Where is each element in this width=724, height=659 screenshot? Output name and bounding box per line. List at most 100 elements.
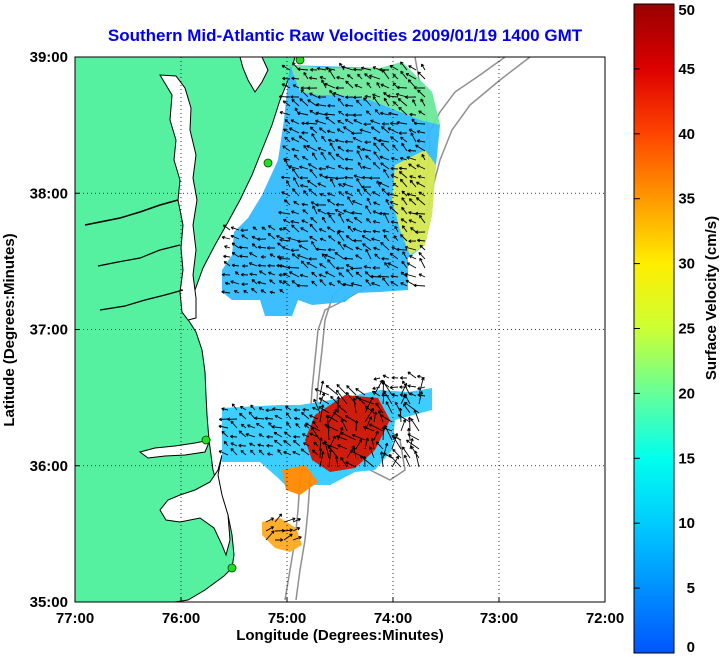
velocity-vector [319,75,327,80]
velocity-vector [234,271,240,276]
velocity-vector [401,225,408,233]
colorbar-tick-label: 20 [678,385,695,402]
velocity-vector [337,165,345,170]
x-tick-label: 77:00 [56,610,94,627]
velocity-vector [355,438,362,450]
velocity-vector [371,237,381,242]
velocity-vector [364,140,372,145]
velocity-vector [403,454,411,468]
velocity-vector [400,70,408,80]
velocity-vector [321,216,327,224]
velocity-vector [371,282,381,287]
velocity-vector [301,156,309,161]
velocity-vector [230,447,238,456]
rappahannock-river [97,244,181,267]
velocity-vector [231,252,240,258]
velocity-vector [257,280,267,285]
velocity-vector [380,414,393,423]
velocity-vector [361,235,372,242]
velocity-vector [415,144,426,152]
velocity-vector [309,414,319,420]
velocity-vector [293,200,300,206]
velocity-vector [258,433,265,438]
radar-site-marker [227,563,237,573]
velocity-vector [267,232,276,240]
velocity-vector [362,229,372,234]
pamlico-sound [159,454,231,557]
velocity-vector [326,226,336,233]
velocity-vector [293,416,301,421]
velocity-vector [413,409,420,423]
velocity-vector [278,210,291,215]
velocity-vector [329,89,336,98]
velocity-vector [363,122,372,127]
york-james-river [99,289,184,311]
velocity-vector [372,266,381,270]
velocity-vector [362,243,372,251]
radar-site-marker [263,158,273,168]
x-tick-label: 76:00 [162,610,200,627]
velocity-vector [293,434,301,439]
x-tick-label: 72:00 [586,610,624,627]
velocity-vector [223,440,229,447]
velocity-vector [405,439,420,450]
velocity-vector [345,80,354,89]
velocity-vector [330,178,336,188]
velocity-vector [353,119,363,125]
velocity-vector [355,388,366,396]
velocity-vector [345,218,354,224]
velocity-vector [332,92,345,98]
velocity-vector [373,201,381,206]
y-axis-label: Latitude (Degrees:Minutes) [1,233,18,426]
velocity-vector [318,228,327,233]
velocity-vector [311,271,318,278]
velocity-vector [309,168,318,179]
velocity-vector [354,84,363,89]
velocity-vector [338,272,345,278]
velocity-vector [320,151,327,161]
velocity-vector [351,200,363,206]
velocity-vector [378,181,390,188]
velocity-vector [400,61,408,71]
velocity-vector [258,449,265,456]
chesapeake-bay [159,74,198,321]
velocity-vector [318,406,330,414]
velocity-vector [308,188,318,197]
velocity-vector [401,446,411,459]
velocity-vector [265,517,275,523]
velocity-vector [345,148,354,153]
velocity-vector [238,412,247,420]
velocity-vector [410,227,417,233]
velocity-vector [397,98,408,107]
velocity-vector [343,209,354,215]
colorbar-tick-label: 50 [678,2,695,19]
velocity-vector [379,155,390,161]
velocity-vector [419,244,426,251]
velocity-vector [292,188,300,197]
velocity-vector [415,197,426,206]
velocity-vector [381,69,390,80]
velocity-vector [309,126,318,134]
velocity-vector [396,247,408,252]
velocity-vector [245,433,256,438]
velocity-vector [302,442,310,447]
velocity-vector [389,385,399,390]
velocity-vector [336,383,348,396]
velocity-vector [381,381,390,388]
velocity-vector [364,405,375,414]
velocity-vector [260,289,267,294]
velocity-vector [326,199,336,206]
velocity-vector [361,147,372,152]
velocity-vector [357,73,363,80]
velocity-vector [240,272,249,277]
velocity-vector [337,444,348,450]
velocity-vector [357,145,363,152]
velocity-vector [327,415,339,423]
velocity-vector [318,166,327,171]
velocity-vector [293,154,300,161]
velocity-vector [295,422,301,429]
velocity-vector [373,377,381,381]
velocity-vector [243,290,249,294]
velocity-vector [406,192,417,197]
velocity-vector [334,251,345,260]
